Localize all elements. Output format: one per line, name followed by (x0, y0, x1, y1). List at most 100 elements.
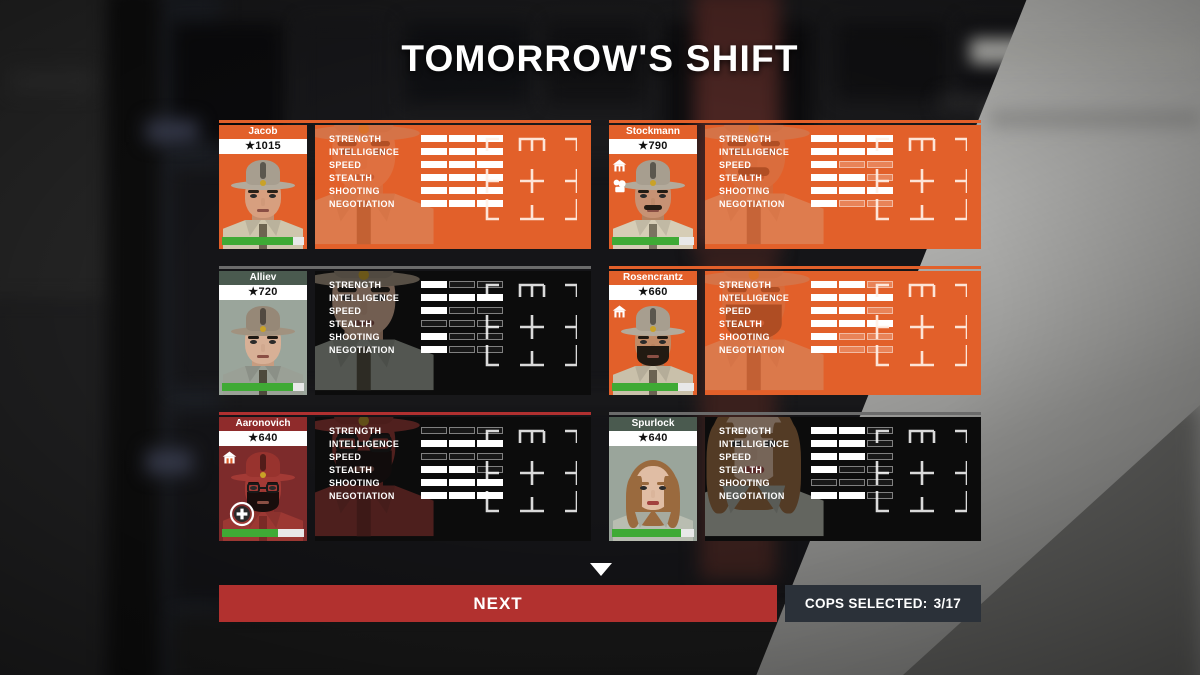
stat-bar (421, 307, 503, 314)
stat-bar (811, 346, 893, 353)
portrait-face (315, 271, 441, 391)
stat-bar (421, 187, 503, 194)
stat-row: SPEED (329, 159, 591, 170)
medic-badge-icon (229, 501, 255, 527)
cop-card[interactable]: Rosencrantz ★660 STRENGTH INTELLIGENCE SPEED… (609, 266, 981, 395)
portrait-watermark (315, 271, 549, 395)
card-body: Spurlock ★640 STRENGTH INTELLIGENCE SPEED STE… (609, 417, 981, 541)
stat-segment (811, 307, 837, 314)
stat-segment (867, 453, 893, 460)
stat-segment (839, 135, 865, 142)
cop-portrait[interactable]: Spurlock ★640 (609, 417, 697, 541)
stat-bar (421, 333, 503, 340)
cop-rating: ★640 (219, 431, 307, 446)
stat-label: STRENGTH (329, 279, 382, 290)
stat-bar (811, 492, 893, 499)
stat-segment (839, 346, 865, 353)
stat-segment (839, 148, 865, 155)
stat-row: SHOOTING (719, 477, 981, 488)
cop-name: Alliev (219, 271, 307, 285)
stat-bar (811, 333, 893, 340)
stat-segment (477, 200, 503, 207)
stat-label: STRENGTH (329, 425, 382, 436)
cop-rating: ★1015 (219, 139, 307, 154)
stat-segment (811, 148, 837, 155)
cop-badges (611, 157, 628, 194)
stat-segment (811, 492, 837, 499)
cop-card[interactable]: Stockmann ★790 STRENGTH INTELLIGENCE SPEED ST… (609, 120, 981, 249)
stat-label: SHOOTING (329, 477, 380, 488)
cop-name: Stockmann (609, 125, 697, 139)
stat-segment (839, 307, 865, 314)
cop-portrait[interactable]: Aaronovich ★640 (219, 417, 307, 541)
next-button[interactable]: NEXT (219, 585, 777, 622)
stat-bar (811, 187, 893, 194)
cop-name: Jacob (219, 125, 307, 139)
stat-segment (449, 174, 475, 181)
stat-label: NEGOTIATION (719, 198, 785, 209)
stat-row: SHOOTING (329, 331, 591, 342)
stat-row: INTELLIGENCE (719, 438, 981, 449)
stat-row: INTELLIGENCE (329, 438, 591, 449)
stat-label: STEALTH (329, 318, 373, 329)
cop-portrait[interactable]: Rosencrantz ★660 (609, 271, 697, 395)
card-body: Stockmann ★790 STRENGTH INTELLIGENCE SPEED ST… (609, 125, 981, 249)
stat-segment (867, 479, 893, 486)
stat-segment (421, 307, 447, 314)
stat-label: SHOOTING (329, 185, 380, 196)
cop-stats-panel: STRENGTH INTELLIGENCE SPEED STEALTH SHOOTING… (315, 125, 591, 249)
stat-segment (811, 427, 837, 434)
stat-row: NEGOTIATION (719, 198, 981, 209)
cops-selected-counter: COPS SELECTED: 3/17 (785, 585, 981, 622)
stat-segment (449, 427, 475, 434)
stat-row: SPEED (719, 159, 981, 170)
stat-segment (867, 307, 893, 314)
stat-segment (839, 200, 865, 207)
stat-row: STEALTH (329, 464, 591, 475)
health-bar (612, 529, 694, 537)
stat-row: INTELLIGENCE (329, 146, 591, 157)
cop-card[interactable]: Aaronovich ★640 STRENGTH INTELLIGENCE SPEED S… (219, 412, 591, 541)
stat-row: SHOOTING (329, 477, 591, 488)
stat-label: STEALTH (719, 318, 763, 329)
stat-label: NEGOTIATION (719, 490, 785, 501)
cop-card[interactable]: Alliev ★720 STRENGTH INTELLIGENCE SPEED STEAL… (219, 266, 591, 395)
stat-segment (449, 161, 475, 168)
stat-row: NEGOTIATION (329, 344, 591, 355)
avatar (609, 446, 697, 541)
cop-card[interactable]: Spurlock ★640 STRENGTH INTELLIGENCE SPEED STE… (609, 412, 981, 541)
stat-segment (839, 427, 865, 434)
cop-portrait[interactable]: Alliev ★720 (219, 271, 307, 395)
cop-portrait[interactable]: Jacob ★1015 (219, 125, 307, 249)
stat-bar (811, 174, 893, 181)
stat-segment (811, 453, 837, 460)
cop-stats-panel: STRENGTH INTELLIGENCE SPEED STEALTH SHOOTING… (705, 125, 981, 249)
stat-segment (811, 187, 837, 194)
stat-segment (867, 492, 893, 499)
footer-bar: NEXT COPS SELECTED: 3/17 (219, 585, 981, 622)
stat-label: INTELLIGENCE (719, 292, 790, 303)
stat-segment (839, 333, 865, 340)
portrait-watermark (315, 417, 549, 541)
stat-label: STEALTH (719, 464, 763, 475)
stat-segment (477, 294, 503, 301)
stat-segment (839, 161, 865, 168)
cop-card[interactable]: Jacob ★1015 STRENGTH INTELLIGENCE SPEED STEAL… (219, 120, 591, 249)
stat-segment (421, 466, 447, 473)
stat-row: SPEED (329, 305, 591, 316)
cop-portrait[interactable]: Stockmann ★790 (609, 125, 697, 249)
cop-stats-panel: STRENGTH INTELLIGENCE SPEED STEALTH SHOOTING… (705, 417, 981, 541)
dog-icon (613, 179, 626, 193)
stat-label: INTELLIGENCE (719, 146, 790, 157)
stat-segment (477, 479, 503, 486)
health-bar (222, 383, 304, 391)
stat-label: SPEED (329, 159, 362, 170)
stat-segment (811, 200, 837, 207)
target-marks-icon (875, 137, 969, 221)
stat-row: STEALTH (719, 318, 981, 329)
stat-bar (811, 294, 893, 301)
stat-label: NEGOTIATION (329, 198, 395, 209)
chevron-down-icon[interactable] (590, 563, 612, 576)
stat-label: INTELLIGENCE (329, 146, 400, 157)
target-marks-icon (485, 429, 579, 513)
